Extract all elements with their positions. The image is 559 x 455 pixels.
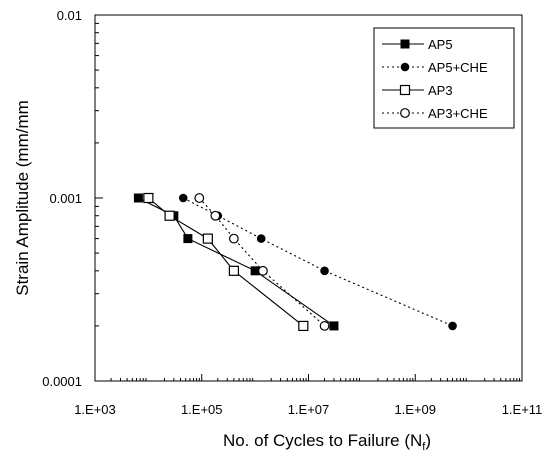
data-point — [250, 266, 260, 276]
y-axis-title: Strain Amplitude (mm/mm — [13, 100, 32, 296]
data-point — [258, 265, 268, 276]
data-point — [228, 265, 239, 276]
y-tick-label: 0.0001 — [42, 374, 82, 389]
legend-entry-4: AP3+CHE — [382, 106, 488, 121]
legend-label: AP5 — [428, 37, 453, 52]
legend: AP5 AP5+CHE AP3 AP3+CHE — [373, 27, 515, 129]
x-axis-title-close: ) — [425, 431, 431, 450]
data-point — [143, 192, 154, 204]
x-tick-label: 1.E+03 — [74, 402, 116, 417]
axis-ticks: 1.E+03 1.E+05 1.E+07 1.E+09 1.E+11 0.01 0.001 0… — [42, 8, 542, 417]
series-layer — [133, 192, 457, 332]
legend-swatch-marker — [400, 62, 410, 72]
series-4 — [194, 193, 330, 331]
data-point — [183, 234, 193, 244]
data-point — [256, 234, 266, 243]
series-line — [182, 197, 453, 327]
data-point — [298, 320, 309, 332]
data-point — [133, 193, 143, 203]
series-3 — [143, 192, 309, 332]
data-point — [164, 210, 175, 221]
legend-swatch-marker — [400, 108, 410, 118]
x-tick-label: 1.E+05 — [181, 402, 223, 417]
data-point — [178, 193, 188, 203]
legend-entry-1: AP5 — [382, 37, 453, 52]
x-axis-title-main: No. of Cycles to Failure (N — [223, 431, 422, 450]
data-point — [319, 321, 330, 331]
y-tick-label: 0.01 — [57, 8, 82, 23]
legend-swatch-marker — [399, 84, 411, 96]
legend-entry-3: AP3 — [382, 83, 453, 98]
series-2 — [178, 193, 457, 331]
data-point — [228, 233, 239, 244]
legend-entry-2: AP5+CHE — [382, 60, 488, 75]
legend-swatch-marker — [400, 39, 410, 49]
data-point — [329, 321, 339, 331]
legend-label: AP5+CHE — [428, 60, 488, 75]
data-point — [202, 233, 213, 244]
legend-frame — [373, 27, 515, 129]
series-line — [198, 197, 325, 327]
data-point — [210, 210, 221, 221]
x-tick-label: 1.E+11 — [502, 402, 543, 417]
data-point — [194, 193, 205, 203]
legend-label: AP3+CHE — [428, 106, 488, 121]
y-tick-label: 0.001 — [49, 191, 82, 206]
x-tick-label: 1.E+09 — [394, 402, 436, 417]
x-tick-label: 1.E+07 — [288, 402, 330, 417]
legend-label: AP3 — [428, 83, 453, 98]
data-point — [448, 321, 457, 331]
x-axis-title: No. of Cycles to Failure (Nf) — [223, 431, 431, 453]
data-point — [320, 266, 329, 276]
x-axis-title-subscript: f — [422, 441, 426, 453]
